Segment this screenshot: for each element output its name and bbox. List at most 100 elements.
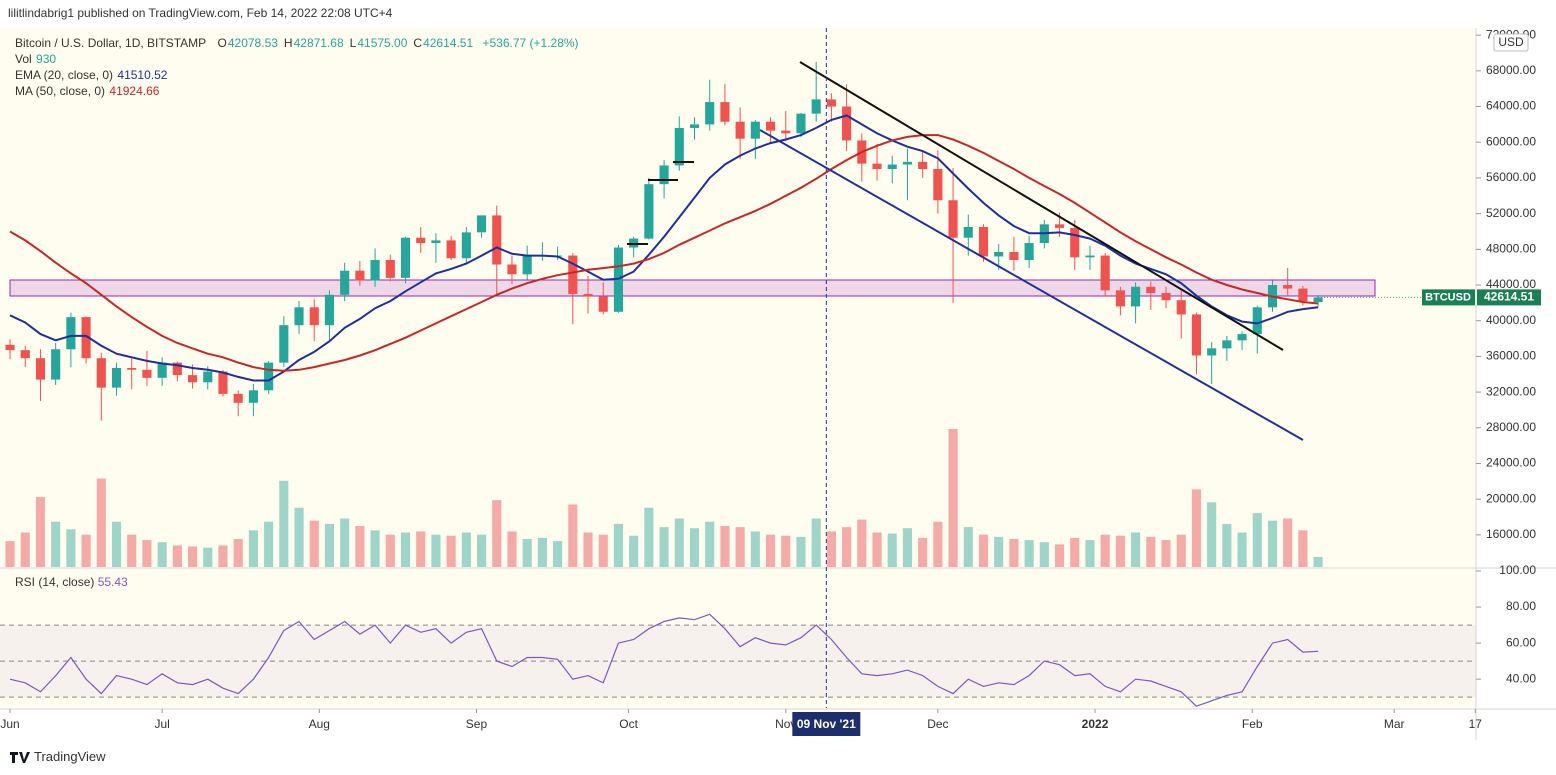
candle-body bbox=[172, 362, 182, 376]
volume-bar bbox=[111, 521, 122, 567]
candle-body bbox=[127, 367, 137, 370]
rsi-line bbox=[9, 613, 1319, 707]
volume-bar bbox=[933, 521, 943, 567]
legend-key: O bbox=[217, 36, 227, 50]
legend-key: RSI (14, close) bbox=[15, 575, 95, 589]
legend-key: H bbox=[283, 36, 293, 50]
legend: Bitcoin / U.S. Dollar, 1D, BITSTAMP O420… bbox=[15, 35, 579, 99]
rsi-tick-label: 100.00 bbox=[1499, 563, 1536, 577]
candle-body bbox=[66, 317, 76, 350]
y-tick-label: 36000.00 bbox=[1486, 349, 1536, 363]
volume-bar bbox=[81, 534, 91, 567]
legend-key: MA (50, close, 0) bbox=[15, 84, 106, 98]
candle-body bbox=[598, 296, 608, 312]
volume-bar bbox=[750, 531, 760, 567]
candle-body bbox=[96, 358, 106, 388]
legend-key: EMA (20, close, 0) bbox=[15, 68, 114, 82]
legend-value: 42078.53 bbox=[227, 36, 278, 50]
volume-bar bbox=[978, 534, 989, 567]
volume-bar bbox=[309, 520, 319, 567]
candle-body bbox=[81, 317, 91, 359]
legend-ohlc: O42078.53 H42871.68 L41575.00 C42614.51 bbox=[218, 36, 480, 50]
candle-body bbox=[355, 270, 365, 281]
candle-body bbox=[1222, 340, 1232, 349]
trend-line bbox=[799, 61, 1284, 351]
legend-row: EMA (20, close, 0) 41510.52 bbox=[15, 67, 579, 83]
candle-body bbox=[826, 99, 836, 107]
volume-bar bbox=[1115, 535, 1125, 567]
volume-bar bbox=[461, 532, 471, 567]
candle-body bbox=[416, 237, 426, 244]
legend-value: 55.43 bbox=[97, 575, 128, 589]
volume-bar bbox=[735, 527, 745, 567]
candle-body bbox=[1009, 251, 1019, 261]
legend-value: 42871.68 bbox=[293, 36, 344, 50]
volume-bar bbox=[1237, 532, 1247, 567]
currency-label: USD bbox=[1498, 35, 1524, 49]
x-tick-label: Feb bbox=[1242, 717, 1263, 731]
legend-key: Vol bbox=[15, 52, 32, 66]
candle-body bbox=[1024, 243, 1034, 261]
candle-body bbox=[1298, 288, 1308, 302]
price-label: 42614.51 bbox=[1484, 290, 1534, 304]
price-tag bbox=[1477, 289, 1541, 306]
brand-name: TradingView bbox=[34, 749, 106, 764]
rsi-legend: RSI (14, close) 55.43 bbox=[15, 575, 128, 589]
legend-row: MA (50, close, 0) 41924.66 bbox=[15, 83, 579, 99]
y-tick-label: 16000.00 bbox=[1486, 527, 1536, 541]
candle-body bbox=[765, 121, 776, 131]
legend-title: Bitcoin / U.S. Dollar, 1D, BITSTAMP bbox=[15, 36, 207, 50]
volume-bar bbox=[826, 531, 836, 567]
volume-bar bbox=[416, 531, 426, 567]
candle-body bbox=[1191, 314, 1201, 356]
volume-bar bbox=[187, 546, 198, 567]
candle-body bbox=[1085, 255, 1095, 258]
volume-bar bbox=[887, 533, 897, 567]
volume-bar bbox=[446, 535, 456, 567]
volume-bar bbox=[1009, 538, 1019, 567]
candle-body bbox=[1176, 300, 1186, 315]
candle-body bbox=[20, 350, 30, 359]
volume-bar bbox=[613, 523, 624, 567]
y-tick-label: 48000.00 bbox=[1486, 241, 1536, 255]
x-tick-label: Aug bbox=[309, 717, 330, 731]
volume-bar bbox=[233, 538, 243, 567]
candle-body bbox=[811, 99, 821, 114]
footer: TradingView bbox=[10, 749, 106, 764]
volume-bar bbox=[674, 518, 684, 567]
candle-body bbox=[385, 260, 395, 278]
symbol-label: BTCUSD bbox=[1425, 291, 1471, 303]
volume-bar bbox=[203, 547, 213, 567]
volume-bar bbox=[705, 521, 715, 567]
volume-bar bbox=[659, 527, 669, 567]
indicator-line bbox=[9, 134, 1319, 372]
volume-bar bbox=[248, 530, 258, 567]
volume-bar bbox=[568, 504, 578, 567]
volume-bar bbox=[400, 532, 411, 567]
legend-value: 41510.52 bbox=[117, 68, 168, 82]
volume-bar bbox=[1283, 518, 1293, 567]
candle-body bbox=[1161, 293, 1171, 301]
volume-bar bbox=[431, 534, 441, 567]
candle-body bbox=[492, 215, 502, 265]
volume-bar bbox=[1039, 542, 1049, 567]
volume-bar bbox=[492, 500, 502, 567]
volume-bar bbox=[507, 531, 517, 567]
volume-bar bbox=[264, 521, 274, 567]
volume-bar bbox=[127, 534, 137, 567]
candle-body bbox=[1252, 307, 1262, 335]
candle-body bbox=[583, 293, 593, 297]
volume-bar bbox=[902, 528, 913, 567]
legend-value: 41575.00 bbox=[357, 36, 408, 50]
chart: 72000.0068000.0064000.0060000.0056000.00… bbox=[0, 27, 1556, 740]
candle-body bbox=[978, 227, 989, 257]
x-tick-label: Sep bbox=[466, 717, 488, 731]
volume-bar bbox=[355, 526, 365, 567]
volume-bar bbox=[1176, 534, 1186, 567]
candle-body bbox=[568, 255, 578, 294]
candle-body bbox=[887, 164, 897, 169]
candle-body bbox=[720, 102, 730, 122]
volume-bar bbox=[842, 527, 852, 567]
candle-body bbox=[218, 371, 228, 394]
